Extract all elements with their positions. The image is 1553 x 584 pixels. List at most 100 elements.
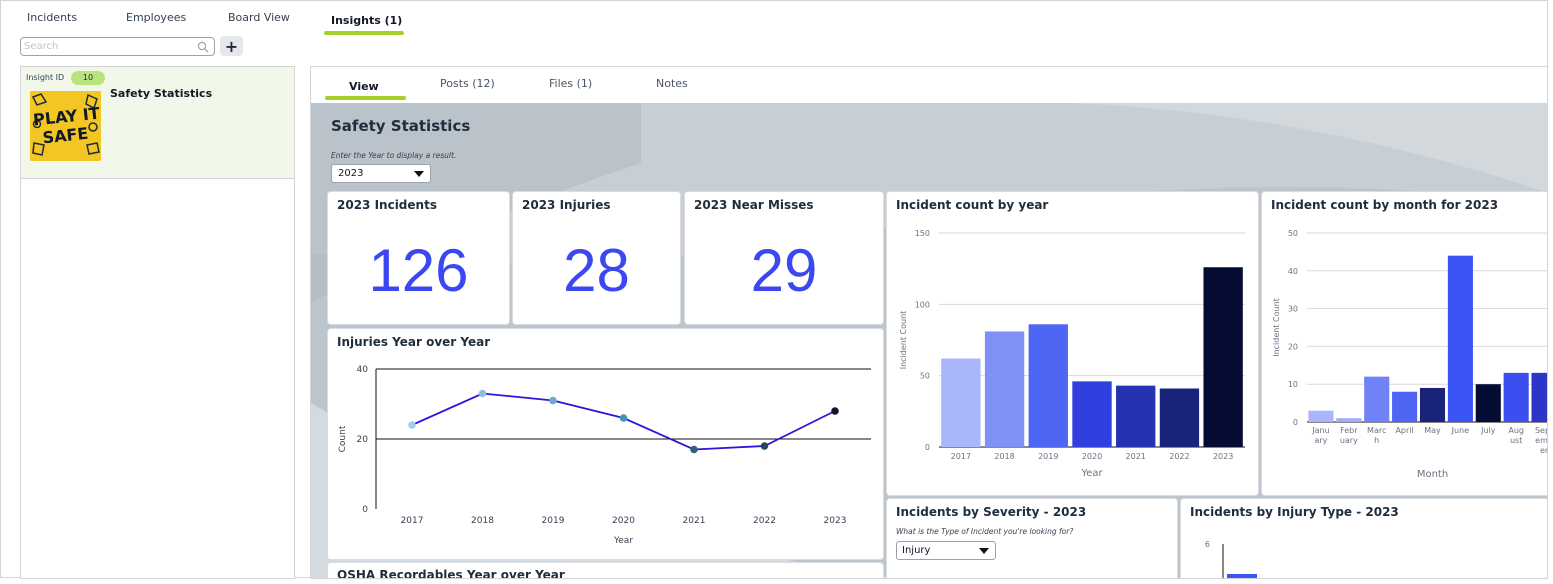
severity-dropdown-value: Injury bbox=[902, 545, 931, 556]
x-tick-label: Marc bbox=[1367, 426, 1386, 435]
dashboard: Safety Statistics Enter the Year to disp… bbox=[311, 103, 1548, 579]
bar bbox=[1159, 388, 1200, 447]
incident-count-year-title: Incident count by year bbox=[896, 198, 1049, 212]
data-point bbox=[831, 407, 839, 415]
tab-employees[interactable]: Employees bbox=[126, 11, 187, 24]
kpi-injuries-title: 2023 Injuries bbox=[522, 198, 611, 212]
play-it-safe-thumbnail: PLAY IT SAFE bbox=[30, 91, 101, 161]
injury-type-chart: 6 bbox=[1205, 540, 1257, 578]
x-axis-title: Month bbox=[1417, 469, 1448, 480]
y-axis-title: Incident Count bbox=[899, 311, 908, 370]
x-tick-label: Aug bbox=[1508, 426, 1524, 435]
y-axis-title: Count bbox=[338, 425, 348, 452]
chevron-down-icon bbox=[414, 171, 424, 177]
tab-incidents[interactable]: Incidents bbox=[27, 11, 78, 24]
bar bbox=[984, 331, 1025, 447]
bar bbox=[1227, 574, 1257, 578]
tab-insights[interactable]: Insights (1) bbox=[331, 14, 403, 27]
severity-dropdown[interactable]: Injury bbox=[896, 541, 996, 560]
incident-count-month-title: Incident count by month for 2023 bbox=[1271, 198, 1499, 212]
bar bbox=[1419, 387, 1446, 422]
x-tick-label: 2018 bbox=[994, 452, 1014, 461]
kpi-injuries: 2023 Injuries 28 bbox=[513, 192, 680, 324]
y-tick-label: 50 bbox=[920, 372, 930, 381]
search-icon[interactable] bbox=[197, 41, 209, 53]
bar bbox=[1447, 255, 1473, 422]
bar bbox=[1072, 381, 1112, 447]
insight-id-badge: 10 bbox=[71, 71, 105, 85]
y-tick-label: 0 bbox=[1293, 418, 1298, 427]
tab-files[interactable]: Files (1) bbox=[549, 77, 593, 90]
tab-board-view[interactable]: Board View bbox=[228, 11, 290, 24]
year-dropdown-value: 2023 bbox=[338, 168, 364, 179]
dashboard-title: Safety Statistics bbox=[331, 117, 471, 135]
x-tick-label: emb bbox=[1535, 436, 1548, 445]
data-point bbox=[408, 421, 416, 429]
data-point bbox=[478, 389, 487, 398]
x-tick-label: 2019 bbox=[1038, 452, 1058, 461]
year-hint: Enter the Year to display a result. bbox=[331, 151, 457, 160]
x-tick-label: ust bbox=[1510, 436, 1522, 445]
insight-card-title: Safety Statistics bbox=[110, 87, 213, 100]
severity-tile: Incidents by Severity - 2023 What is the… bbox=[887, 499, 1177, 578]
x-tick-label: 2021 bbox=[1126, 452, 1146, 461]
injuries-yoy-chart: 0 20 40 2017 2018 2019 2020 2021 2022 2023 Year Cou… bbox=[338, 365, 871, 546]
y-tick-label: 10 bbox=[1288, 380, 1298, 389]
kpi-incidents: 2023 Incidents 126 bbox=[328, 192, 509, 324]
data-point bbox=[690, 445, 698, 454]
x-tick-label: June bbox=[1451, 426, 1470, 435]
x-tick-label: er bbox=[1540, 446, 1548, 455]
x-tick-label: Janu bbox=[1311, 426, 1329, 435]
chevron-down-icon bbox=[979, 548, 989, 554]
active-subtab-indicator bbox=[325, 96, 406, 100]
y-tick-label: 20 bbox=[1288, 342, 1298, 351]
insights-list: Insight ID 10 PLAY IT SAFE bbox=[20, 66, 295, 579]
y-tick-label: 30 bbox=[1288, 305, 1298, 314]
x-tick-label: 2017 bbox=[951, 452, 971, 461]
bar bbox=[1475, 384, 1501, 422]
x-tick-label: 2022 bbox=[753, 516, 776, 526]
injury-type-tile: Incidents by Injury Type - 2023 6 bbox=[1181, 499, 1547, 578]
x-tick-label: Febr bbox=[1340, 426, 1358, 435]
active-tab-indicator bbox=[324, 31, 404, 35]
tab-notes[interactable]: Notes bbox=[656, 77, 688, 90]
thumb-text-line-2: SAFE bbox=[42, 124, 90, 148]
insight-detail: View Posts (12) Files (1) Notes Safety S… bbox=[310, 66, 1548, 579]
insight-card[interactable]: Insight ID 10 PLAY IT SAFE bbox=[21, 67, 294, 179]
severity-hint: What is the Type of Incident you're look… bbox=[896, 527, 1074, 536]
x-tick-label: April bbox=[1395, 426, 1413, 435]
bar bbox=[941, 358, 981, 447]
incident-count-year-chart: 0 50 100 150 2017 2018 2019 2020 2021 2022 2023 Yea… bbox=[899, 229, 1245, 479]
year-dropdown[interactable]: 2023 bbox=[331, 164, 431, 183]
severity-title: Incidents by Severity - 2023 bbox=[896, 505, 1087, 519]
kpi-near-misses-value: 29 bbox=[750, 237, 818, 304]
bar bbox=[1028, 324, 1068, 447]
x-axis-title: Year bbox=[613, 536, 633, 546]
x-tick-label: 2020 bbox=[1082, 452, 1102, 461]
incident-count-year-tile: Incident count by year 0 50 100 150 2017 2018… bbox=[887, 192, 1258, 495]
x-tick-label: uary bbox=[1340, 436, 1358, 445]
bar bbox=[1364, 376, 1390, 422]
osha-title: OSHA Recordables Year over Year bbox=[337, 568, 565, 579]
x-tick-label: 2023 bbox=[1213, 452, 1233, 461]
x-tick-label: May bbox=[1424, 426, 1441, 435]
tab-view[interactable]: View bbox=[349, 80, 379, 93]
bar bbox=[1203, 267, 1243, 447]
x-tick-label: Sept bbox=[1535, 426, 1548, 435]
y-tick-label: 0 bbox=[925, 443, 930, 452]
bar bbox=[1531, 372, 1547, 422]
y-tick-label: 150 bbox=[915, 229, 930, 238]
kpi-near-misses: 2023 Near Misses 29 bbox=[685, 192, 883, 324]
y-tick-label: 40 bbox=[357, 365, 369, 375]
incident-count-month-tile: Incident count by month for 2023 0 10 20 30… bbox=[1262, 192, 1548, 495]
search-input[interactable] bbox=[21, 38, 186, 55]
kpi-near-misses-title: 2023 Near Misses bbox=[694, 198, 814, 212]
insight-id-label: Insight ID bbox=[26, 73, 65, 82]
tab-posts[interactable]: Posts (12) bbox=[440, 77, 495, 90]
add-button[interactable]: + bbox=[220, 36, 243, 56]
kpi-incidents-title: 2023 Incidents bbox=[337, 198, 437, 212]
y-tick-label: 6 bbox=[1205, 540, 1210, 549]
x-tick-label: 2020 bbox=[612, 516, 635, 526]
